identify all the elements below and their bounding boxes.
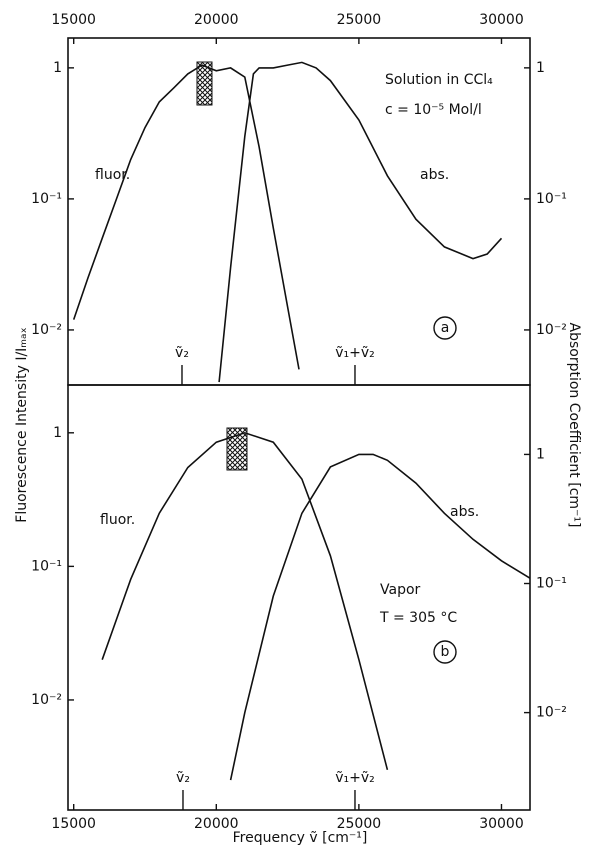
y2-tick-label: 10⁻¹ bbox=[536, 191, 567, 207]
x-tick-label: 25000 bbox=[337, 12, 382, 28]
excitation-band bbox=[226, 427, 248, 471]
marker-label: ṽ₁+ṽ₂ bbox=[335, 770, 375, 786]
x-tick-label: 15000 bbox=[51, 12, 96, 28]
data-line bbox=[229, 453, 531, 781]
plot-frame bbox=[67, 384, 531, 811]
annotation: Solution in CCl₄ bbox=[385, 72, 493, 88]
marker-label: ṽ₁+ṽ₂ bbox=[335, 345, 375, 361]
y-tick-label: 1 bbox=[53, 60, 62, 76]
legend-label: abs. bbox=[450, 504, 479, 520]
y-axis-title: Fluorescence Intensity I/Iₘₐₓ bbox=[14, 327, 30, 522]
x-axis-title: Frequency ṽ [cm⁻¹] bbox=[233, 830, 368, 846]
marker-label: ṽ₂ bbox=[176, 770, 190, 786]
x-tick-label: 30000 bbox=[479, 816, 524, 832]
y2-tick-label: 10⁻² bbox=[536, 322, 567, 338]
marker-label: ṽ₂ bbox=[175, 345, 189, 361]
x-tick-label: 15000 bbox=[51, 816, 96, 832]
y2-axis-title: Absorption Coefficient [cm⁻¹] bbox=[566, 323, 582, 528]
y-tick-label: 10⁻¹ bbox=[31, 191, 62, 207]
data-line bbox=[72, 64, 300, 370]
data-line bbox=[218, 61, 503, 383]
y-tick-label: 1 bbox=[53, 425, 62, 441]
panel-label-circle bbox=[433, 316, 457, 340]
y2-tick-label: 10⁻¹ bbox=[536, 576, 567, 592]
excitation-band bbox=[196, 61, 213, 106]
x-tick-label: 20000 bbox=[194, 12, 239, 28]
y2-tick-label: 1 bbox=[536, 446, 545, 462]
panel-label: a bbox=[441, 320, 450, 336]
x-tick-label: 25000 bbox=[337, 816, 382, 832]
annotation: c = 10⁻⁵ Mol/l bbox=[385, 102, 482, 118]
y-tick-label: 10⁻² bbox=[31, 322, 62, 338]
panel-label: b bbox=[441, 644, 450, 660]
y-tick-label: 10⁻² bbox=[31, 692, 62, 708]
annotation: T = 305 °C bbox=[379, 610, 457, 626]
x-tick-label: 30000 bbox=[479, 12, 524, 28]
legend-label: fluor. bbox=[95, 167, 130, 183]
y2-tick-label: 1 bbox=[536, 60, 545, 76]
x-tick-label: 20000 bbox=[194, 816, 239, 832]
y2-tick-label: 10⁻² bbox=[536, 705, 567, 721]
legend-label: abs. bbox=[420, 167, 449, 183]
annotation: Vapor bbox=[380, 582, 421, 598]
data-line bbox=[101, 431, 389, 771]
plot-frame bbox=[67, 37, 531, 386]
legend-label: fluor. bbox=[100, 512, 135, 528]
y-tick-label: 10⁻¹ bbox=[31, 558, 62, 574]
panel-label-circle bbox=[433, 640, 457, 664]
